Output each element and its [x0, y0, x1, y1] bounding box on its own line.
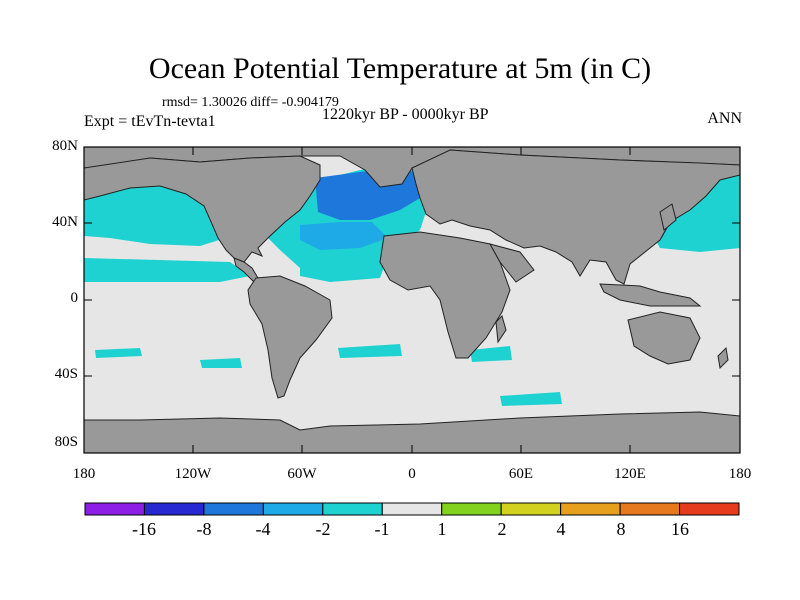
anomaly-tropical-pacific [84, 258, 250, 282]
anomaly-tropical-atlantic [300, 250, 340, 282]
experiment-label: Expt = tEvTn-tevta1 [84, 113, 216, 130]
anomaly-south-atlantic [338, 344, 402, 358]
land-australia [627, 311, 701, 365]
colorbar-label: 4 [556, 519, 566, 539]
land-eurasia [411, 149, 740, 285]
colorbar-swatch [84, 502, 145, 516]
lon-label-180w: 180 [72, 466, 96, 482]
colorbar-label: -2 [315, 519, 331, 539]
anomaly-southern-ocean [500, 392, 562, 406]
land-new-zealand [717, 346, 729, 370]
colorbar-label: 16 [671, 519, 689, 539]
lon-label-60e: 60E [508, 466, 534, 482]
map-panel [84, 147, 740, 453]
colorbar-label: 2 [497, 519, 507, 539]
colorbar-label: -1 [374, 519, 390, 539]
lat-label-40s: 40S [54, 366, 78, 382]
anomaly-south-pacific-b [200, 358, 242, 368]
land-masses [84, 147, 740, 453]
land-antarctica [84, 411, 740, 453]
figure-title: Ocean Potential Temperature at 5m (in C) [148, 52, 652, 85]
land-arabia [488, 243, 535, 283]
lat-label-80n: 80N [52, 138, 78, 154]
colorbar [84, 502, 740, 516]
colorbar-label: -16 [132, 519, 156, 539]
colorbar-swatch [203, 502, 264, 516]
lon-label-0: 0 [408, 466, 416, 482]
land-madagascar [495, 315, 507, 344]
land-south-america [247, 275, 333, 399]
colorbar-swatch [322, 502, 383, 516]
land-africa [379, 231, 511, 359]
colorbar-label: 8 [616, 519, 626, 539]
colorbar-label: -8 [196, 519, 212, 539]
land-indonesia [599, 283, 702, 307]
lon-label-60w: 60W [287, 466, 317, 482]
anomaly-north-atlantic-mid [300, 222, 388, 250]
colorbar-swatch [560, 502, 621, 516]
lon-label-180e: 180 [728, 466, 752, 482]
period-label: 1220kyr BP - 0000kyr BP [322, 106, 489, 123]
colorbar-swatch [262, 502, 324, 516]
season-label: ANN [707, 110, 742, 127]
colorbar-swatch [143, 502, 205, 516]
colorbar-swatch [381, 502, 443, 516]
anomaly-indian [470, 346, 512, 362]
land-north-america [84, 155, 321, 263]
colorbar-swatch [500, 502, 562, 516]
land-japan [659, 203, 677, 231]
colorbar-swatch [679, 502, 740, 516]
lon-label-120e: 120E [614, 466, 646, 482]
lat-label-0: 0 [70, 290, 79, 306]
colorbar-swatch [619, 502, 681, 516]
colorbar-label: 1 [437, 519, 447, 539]
lat-label-40n: 40N [52, 214, 78, 230]
anomaly-south-pacific-a [95, 348, 142, 358]
lat-label-80s: 80S [54, 434, 78, 450]
lon-label-120w: 120W [174, 466, 212, 482]
colorbar-swatch [441, 502, 502, 516]
axis-ticks [83, 146, 741, 454]
rmsd-diff-stats: rmsd= 1.30026 diff= -0.904179 [162, 95, 339, 110]
colorbar-label: -4 [255, 519, 271, 539]
